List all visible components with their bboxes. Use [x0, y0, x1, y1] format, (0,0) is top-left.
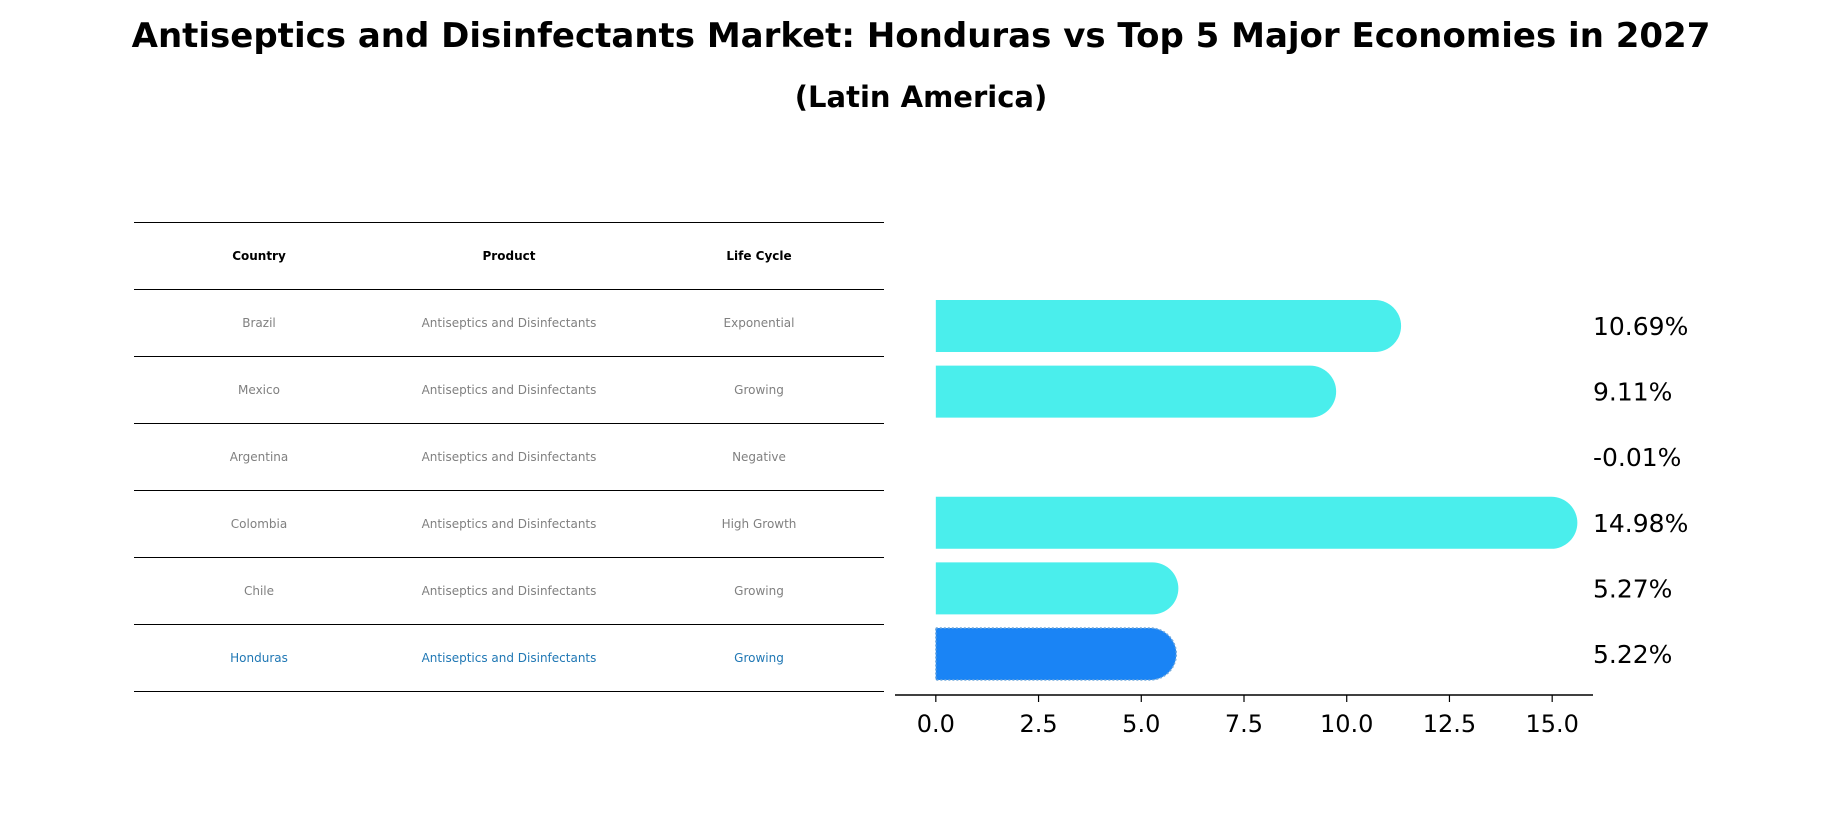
bar-honduras [935, 627, 1178, 681]
bar-chart: 10.69% 9.11% -0.01% 14.98% 5.27% 5.22% 0.0 2.5 5… [895, 300, 1688, 738]
header-product: Product [482, 249, 536, 263]
cell-country: Mexico [238, 383, 280, 397]
x-tick-label: 0.0 [917, 710, 955, 738]
data-table: Country Product Life Cycle Brazil Antise… [134, 222, 884, 692]
bar-chile [935, 562, 1179, 615]
bar-brazil [935, 300, 1402, 352]
cell-country: Argentina [229, 450, 289, 464]
chart-title: Antiseptics and Disinfectants Market: Ho… [131, 16, 1711, 56]
table-row: Argentina Antiseptics and Disinfectants … [134, 424, 884, 491]
chart-subtitle: (Latin America) [794, 80, 1048, 114]
cell-country: Honduras [230, 651, 288, 665]
cell-country: Chile [243, 584, 275, 598]
value-label: 9.11% [1593, 378, 1672, 407]
cell-life-cycle: Exponential [723, 316, 795, 330]
table-row: Colombia Antiseptics and Disinfectants H… [134, 491, 884, 558]
cell-product: Antiseptics and Disinfectants [421, 450, 597, 464]
value-label: -0.01% [1593, 443, 1681, 472]
cell-product: Antiseptics and Disinfectants [421, 383, 597, 397]
cell-product: Antiseptics and Disinfectants [421, 316, 597, 330]
bar-colombia [935, 496, 1578, 549]
x-tick-label: 5.0 [1122, 710, 1160, 738]
cell-life-cycle: Growing [734, 651, 784, 665]
cell-product: Antiseptics and Disinfectants [421, 584, 597, 598]
value-label: 5.22% [1593, 640, 1672, 669]
header-country: Country [232, 249, 286, 263]
cell-life-cycle: Growing [734, 584, 784, 598]
table-row: Mexico Antiseptics and Disinfectants Gro… [134, 357, 884, 424]
value-label: 14.98% [1593, 509, 1688, 538]
value-label: 5.27% [1593, 574, 1672, 603]
x-tick-label: 7.5 [1225, 710, 1263, 738]
x-tick-label: 10.0 [1320, 710, 1373, 738]
cell-life-cycle: Growing [734, 383, 784, 397]
cell-product: Antiseptics and Disinfectants [421, 651, 597, 665]
header-life-cycle: Life Cycle [726, 249, 792, 263]
cell-country: Brazil [242, 316, 276, 330]
bar-mexico [935, 365, 1337, 418]
cell-product: Antiseptics and Disinfectants [421, 517, 597, 531]
x-tick-label: 15.0 [1525, 710, 1578, 738]
table-row: Chile Antiseptics and Disinfectants Grow… [134, 558, 884, 625]
x-tick-label: 2.5 [1019, 710, 1057, 738]
value-label: 10.69% [1593, 312, 1688, 341]
x-tick-label: 12.5 [1423, 710, 1476, 738]
cell-life-cycle: High Growth [721, 517, 797, 531]
table-header-row: Country Product Life Cycle [134, 222, 884, 290]
table-row-highlighted: Honduras Antiseptics and Disinfectants G… [134, 625, 884, 692]
cell-country: Colombia [230, 517, 288, 531]
table-row: Brazil Antiseptics and Disinfectants Exp… [134, 290, 884, 357]
cell-life-cycle: Negative [732, 450, 786, 464]
